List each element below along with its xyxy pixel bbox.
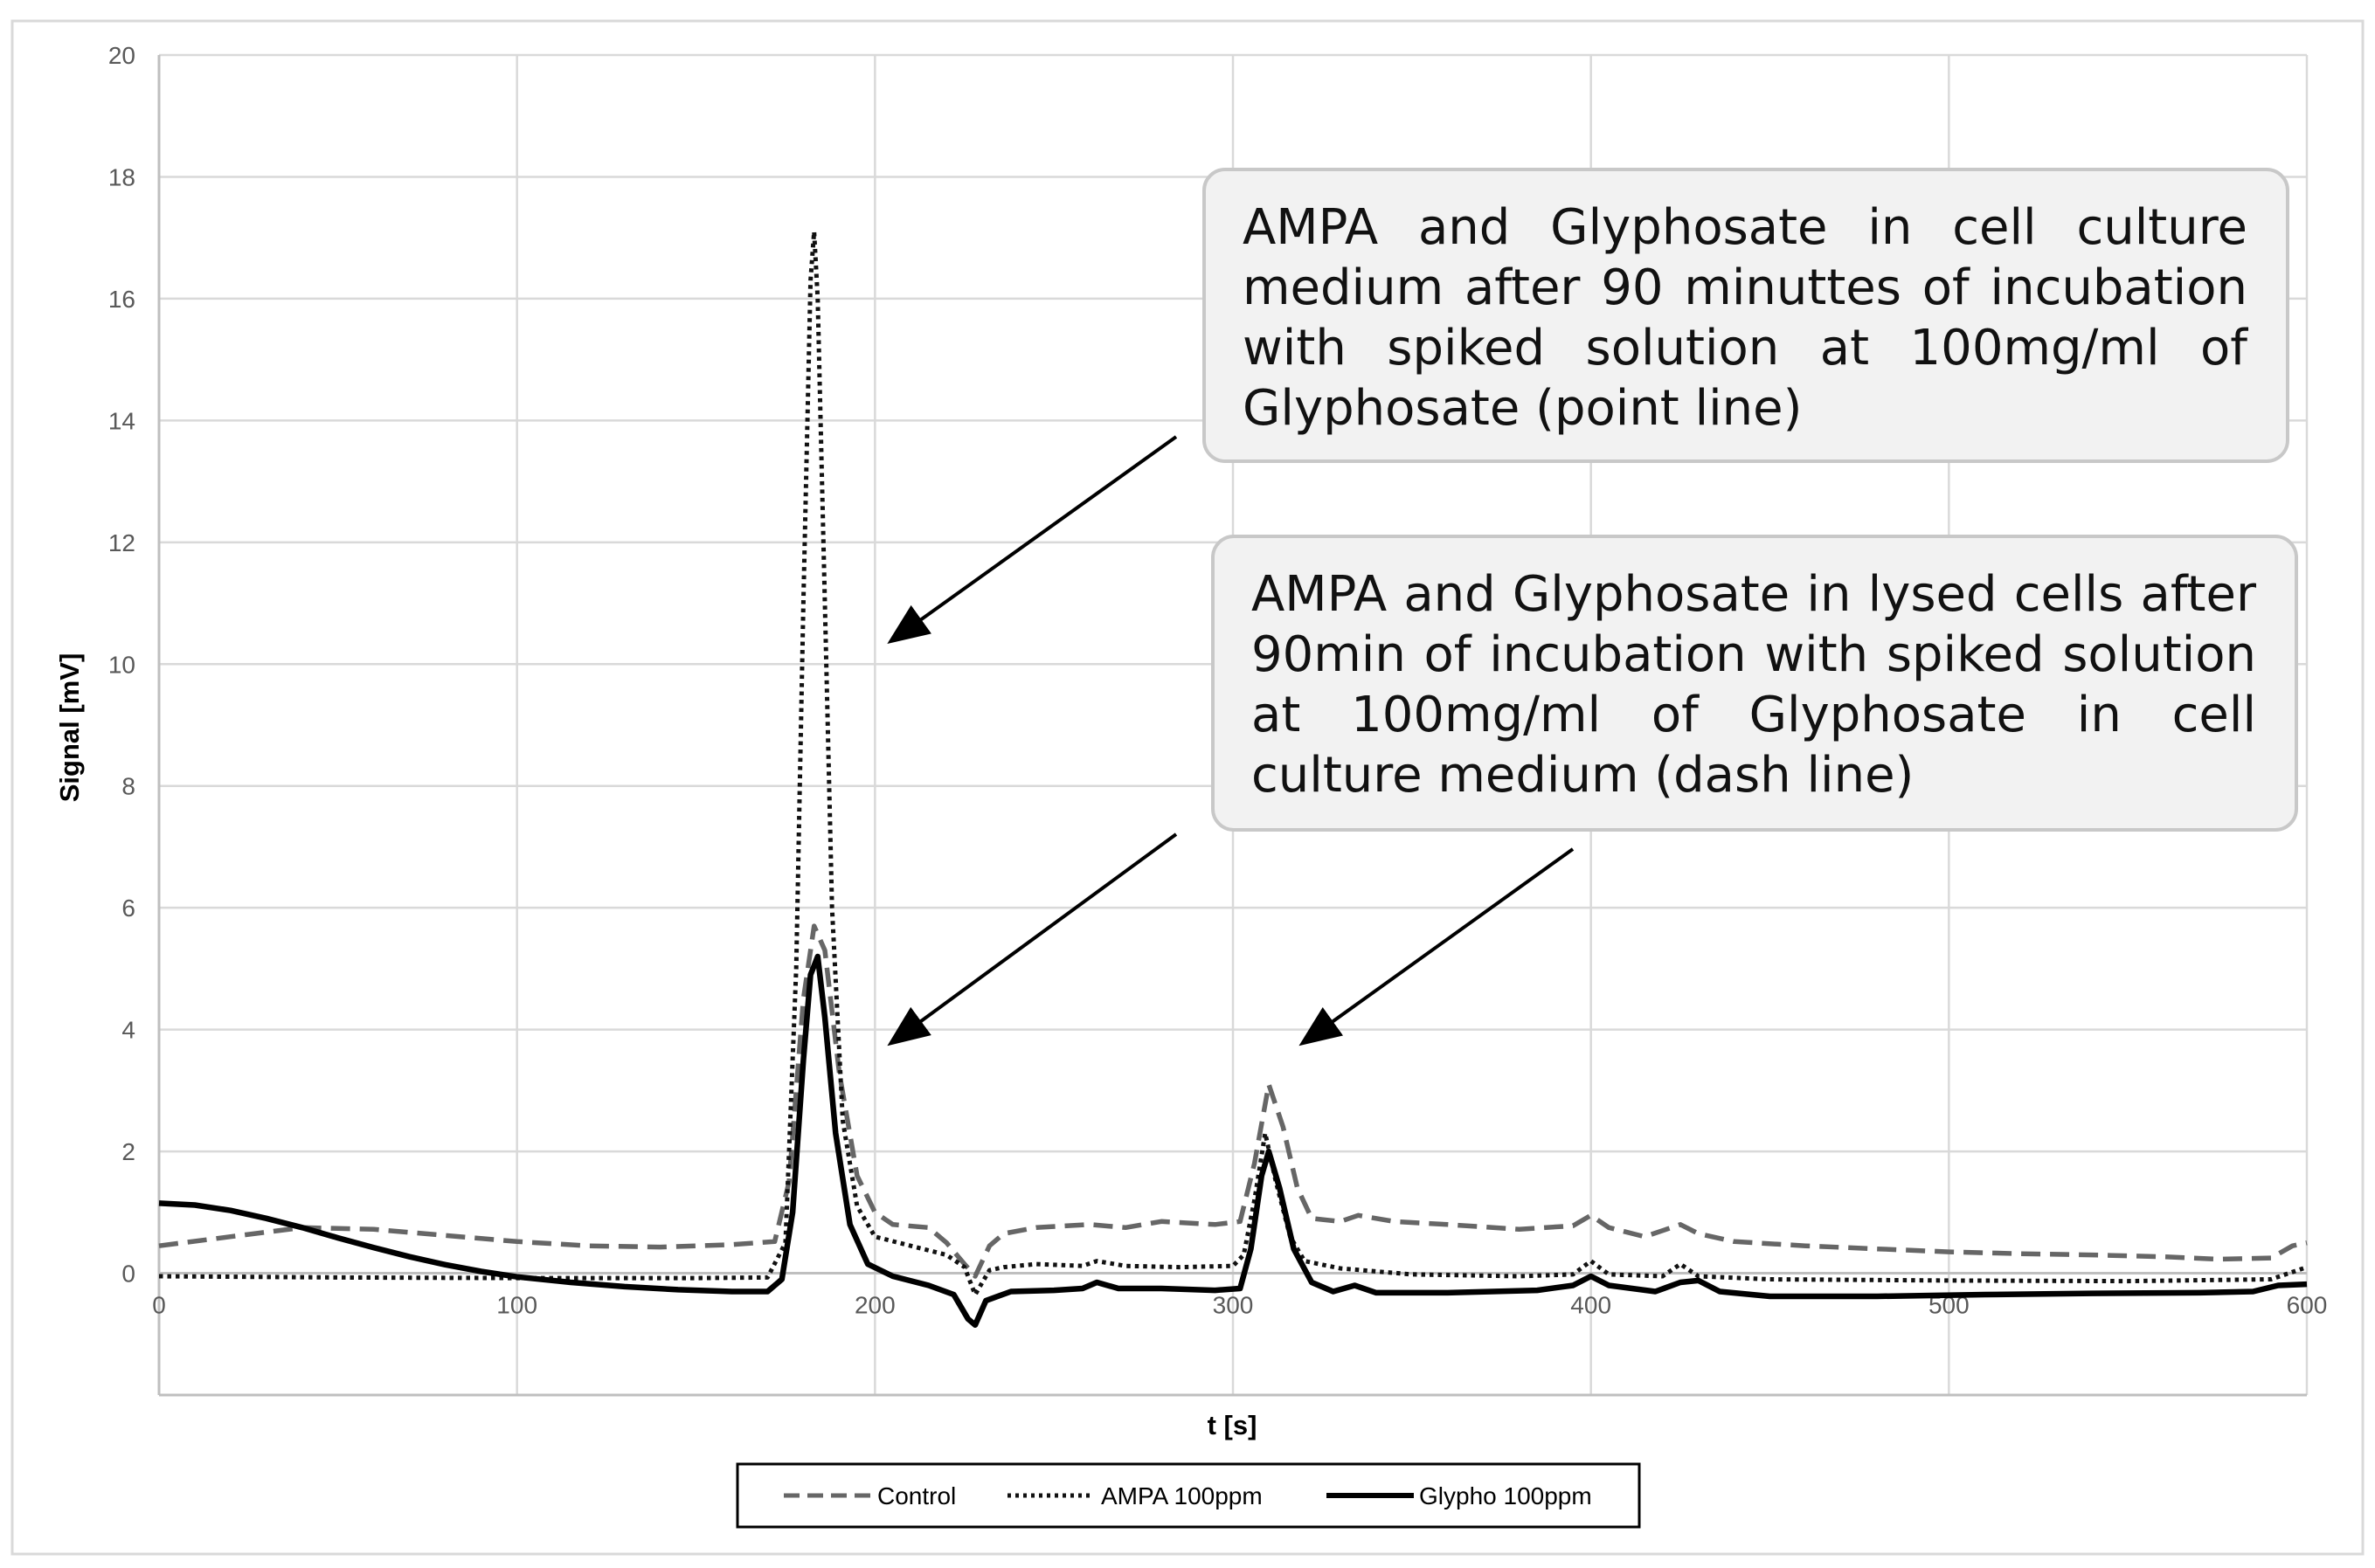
annotation-box-lysed-cells: AMPA and Glyphosate in lysed cells after… — [1211, 535, 2298, 832]
series-line-2 — [158, 953, 2308, 1329]
x-tick-labels: 0 100 200 300 400 500 600 — [152, 1292, 2327, 1319]
x-tick-label: 600 — [2287, 1292, 2328, 1319]
x-tick-label: 0 — [152, 1292, 166, 1319]
annotation-arrow — [887, 435, 1178, 645]
legend-label-ampa: AMPA 100ppm — [1101, 1482, 1263, 1509]
y-tick-label: 10 — [108, 651, 135, 678]
y-tick-label: 0 — [121, 1261, 135, 1288]
x-tick-label: 300 — [1213, 1292, 1254, 1319]
legend: Control AMPA 100ppm Glypho 100ppm — [736, 1462, 1641, 1529]
data-series — [158, 229, 2308, 1329]
annotation-arrow — [887, 832, 1178, 1046]
y-tick-label: 4 — [121, 1017, 135, 1044]
series-line-0 — [158, 923, 2308, 1279]
axes — [157, 55, 2307, 1397]
legend-label-control: Control — [877, 1482, 956, 1509]
x-tick-label: 400 — [1570, 1292, 1611, 1319]
legend-label-glypho: Glypho 100ppm — [1419, 1482, 1592, 1509]
y-tick-label: 14 — [108, 407, 135, 434]
y-tick-label: 2 — [121, 1138, 135, 1165]
y-tick-label: 18 — [108, 163, 135, 190]
legend-box — [736, 1462, 1641, 1529]
y-tick-label: 16 — [108, 286, 135, 313]
annotation-arrow — [1298, 847, 1575, 1046]
y-tick-label: 8 — [121, 773, 135, 800]
series-line-1 — [158, 229, 2308, 1297]
x-tick-label: 200 — [855, 1292, 896, 1319]
y-tick-labels: 0 2 4 6 8 10 12 14 16 18 20 — [108, 42, 135, 1288]
y-axis-title: Signal [mV] — [54, 653, 85, 803]
x-axis-title: t [s] — [1208, 1410, 1257, 1440]
y-tick-label: 6 — [121, 895, 135, 922]
x-tick-label: 100 — [496, 1292, 537, 1319]
annotation-box-cell-culture: AMPA and Glyphosate in cell culture medi… — [1202, 168, 2289, 463]
y-tick-label: 20 — [108, 42, 135, 69]
annotation-arrows — [887, 435, 1575, 1046]
y-tick-label: 12 — [108, 529, 135, 556]
